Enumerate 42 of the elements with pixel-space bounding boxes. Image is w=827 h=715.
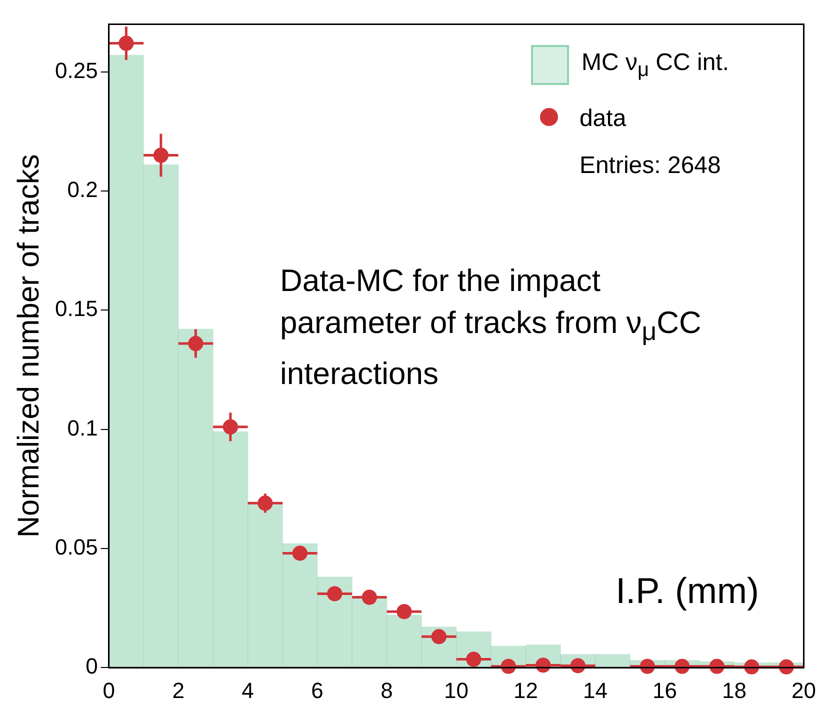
point xyxy=(536,658,551,673)
point xyxy=(674,658,690,674)
legend-label: data xyxy=(579,105,626,133)
point xyxy=(744,659,760,674)
y-tick-label: 0.2 xyxy=(67,177,98,202)
point xyxy=(431,629,446,644)
x-tick-label: 12 xyxy=(514,678,538,703)
point xyxy=(640,658,655,674)
point xyxy=(292,546,308,561)
y-tick-label: 0.05 xyxy=(54,534,98,560)
text: Data-MC for the impact parameter of tracks from ν$_{μ}$CC interactions xyxy=(280,263,702,392)
x-tick-label: 14 xyxy=(583,678,608,703)
point xyxy=(118,36,134,51)
y-axis-title: Normalized number of tracks xyxy=(12,154,46,538)
x-tick-label: 18 xyxy=(722,678,747,703)
point xyxy=(327,586,342,602)
point xyxy=(396,604,412,620)
point xyxy=(500,658,516,674)
x-tick-label: 10 xyxy=(444,678,469,703)
point xyxy=(709,658,724,674)
point xyxy=(188,336,204,352)
x-tick-label: 4 xyxy=(242,678,254,703)
legend-label: MC ν$_{μ}$ CC int. xyxy=(581,48,729,82)
point xyxy=(222,419,238,434)
y-tick-label: 0.15 xyxy=(54,296,98,322)
x-tick-label: 2 xyxy=(172,678,184,703)
x-tick-label: 16 xyxy=(652,678,678,703)
x-axis-title: I.P. (mm) xyxy=(616,570,759,612)
y-tick-label: 0.25 xyxy=(54,58,98,83)
point xyxy=(570,658,586,674)
point xyxy=(362,590,377,605)
point xyxy=(153,148,168,163)
point xyxy=(466,652,482,667)
y-tick-label: 0 xyxy=(86,654,98,679)
point xyxy=(778,659,794,674)
x-tick-label: 6 xyxy=(311,678,324,703)
annotation: Entries: 2648 xyxy=(579,152,722,180)
y-tick-label: 0.1 xyxy=(67,415,98,440)
x-tick-label: 0 xyxy=(102,678,115,703)
x-tick-label: 8 xyxy=(380,678,393,703)
point xyxy=(258,496,273,511)
x-tick-label: 20 xyxy=(792,678,816,703)
